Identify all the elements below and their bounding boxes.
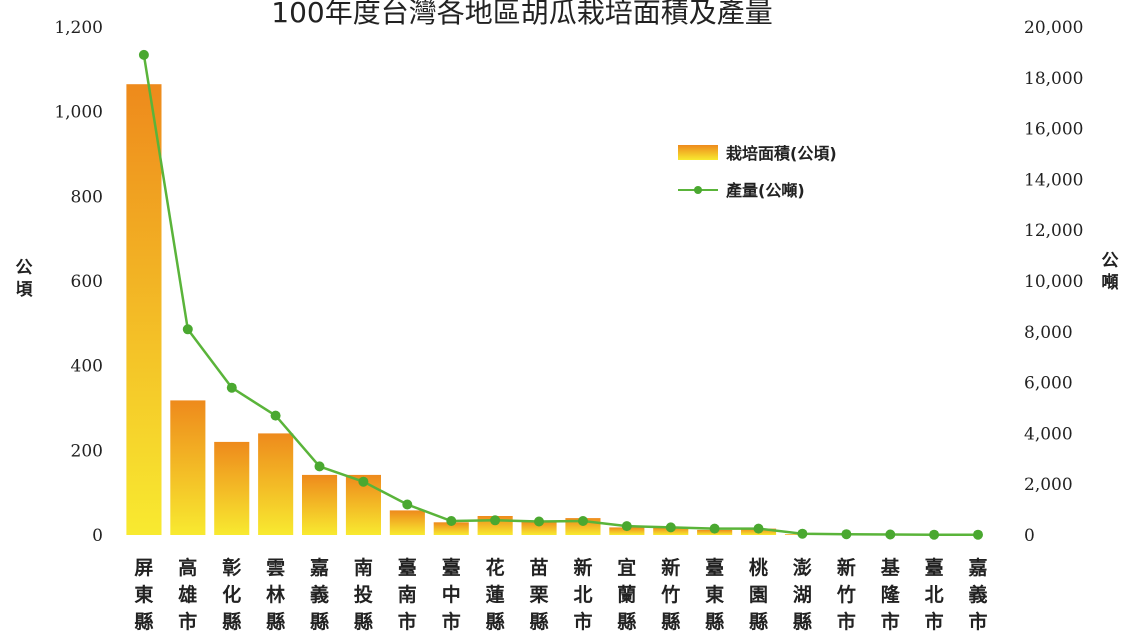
line-point: [402, 499, 413, 510]
right-tick-label: 20,000: [1024, 18, 1083, 38]
category-label: 雲林縣: [266, 557, 285, 633]
bar: [521, 521, 557, 535]
category-label: 新竹縣: [660, 556, 680, 633]
category-label: 新竹市: [836, 556, 856, 633]
category-label: 臺北市: [925, 556, 944, 633]
category-label: 花蓮縣: [486, 556, 505, 633]
category-label: 臺中市: [442, 556, 461, 633]
bar: [258, 433, 294, 535]
legend-line-marker: [694, 186, 702, 194]
bar: [170, 400, 206, 535]
right-tick-label: 8,000: [1024, 323, 1073, 343]
left-axis-title: 公頃: [16, 258, 34, 300]
category-label: 苗栗縣: [529, 557, 548, 633]
line-point: [490, 515, 501, 526]
right-tick-label: 14,000: [1024, 170, 1083, 190]
line-point: [226, 382, 237, 393]
right-axis: 0 2,000 4,000 6,000 8,000 10,000 12,000 14,000 1…: [1024, 18, 1083, 546]
line-point: [797, 528, 808, 539]
bar: [302, 474, 338, 535]
line-point: [753, 523, 764, 534]
line-point: [358, 476, 369, 487]
right-axis-title: 公噸: [1102, 251, 1119, 293]
right-tick-label: 12,000: [1024, 221, 1083, 241]
legend: 栽培面積(公頃) 產量(公噸): [678, 144, 837, 200]
x-axis: 屏東縣 高雄市 彰化縣 雲林縣 嘉義縣 南投縣 臺南市 臺中市 花蓮縣 苗栗縣 新北市 宜蘭縣 新竹縣 臺…: [134, 556, 987, 633]
left-tick-label: 0: [92, 526, 103, 546]
right-tick-label: 0: [1024, 526, 1035, 546]
category-label: 嘉義市: [967, 557, 987, 633]
right-tick-label: 4,000: [1024, 424, 1073, 444]
category-label: 澎湖縣: [793, 556, 812, 633]
left-tick-label: 1,200: [54, 18, 103, 38]
left-tick-label: 400: [71, 357, 103, 377]
line-point: [621, 521, 632, 532]
line-point: [929, 529, 940, 540]
category-label: 高雄市: [177, 556, 197, 633]
legend-bar-label: 栽培面積(公頃): [726, 144, 837, 163]
right-tick-label: 2,000: [1024, 475, 1073, 495]
category-label: 新北市: [573, 556, 592, 633]
right-tick-label: 10,000: [1024, 272, 1083, 292]
bar: [214, 441, 250, 535]
category-label: 嘉義縣: [309, 557, 329, 633]
line-point: [973, 529, 983, 540]
bar-series: [126, 84, 908, 535]
line-point: [138, 49, 149, 60]
line-point: [314, 461, 325, 472]
category-label: 桃園縣: [749, 556, 768, 633]
category-label: 南投縣: [354, 557, 373, 633]
category-label: 屏東縣: [134, 557, 153, 633]
right-tick-label: 18,000: [1024, 69, 1083, 89]
line-point: [182, 324, 193, 335]
line-path: [142, 54, 978, 536]
left-tick-label: 200: [71, 441, 103, 461]
right-tick-label: 16,000: [1024, 120, 1083, 140]
svg-text:公噸: 公噸: [1102, 251, 1119, 293]
svg-text:公頃: 公頃: [16, 258, 34, 300]
line-point: [270, 410, 281, 421]
category-label: 宜蘭縣: [617, 556, 636, 633]
category-label: 臺東縣: [705, 556, 724, 633]
line-point: [534, 516, 544, 527]
category-label: 臺南市: [398, 556, 417, 633]
left-tick-label: 600: [71, 272, 103, 292]
left-axis: 0 200 400 600 800 1,000 1,200: [54, 18, 103, 546]
line-point: [665, 522, 676, 533]
bar: [609, 527, 645, 535]
line-point: [709, 523, 720, 534]
legend-bar-swatch: [678, 145, 718, 160]
line-series: [138, 49, 983, 540]
line-point: [885, 529, 896, 540]
bar: [126, 84, 162, 535]
left-tick-label: 1,000: [54, 103, 103, 123]
line-point: [578, 516, 588, 526]
line-point: [446, 516, 457, 526]
legend-line-label: 產量(公噸): [726, 181, 805, 200]
chart-title: 100年度台灣各地區胡瓜栽培面積及產量: [271, 0, 772, 29]
category-label: 基隆市: [880, 556, 901, 633]
left-tick-label: 800: [71, 187, 103, 207]
right-tick-label: 6,000: [1024, 374, 1073, 394]
line-point: [841, 529, 852, 540]
category-label: 彰化縣: [222, 556, 241, 633]
bar: [433, 522, 469, 535]
bar: [389, 510, 425, 535]
